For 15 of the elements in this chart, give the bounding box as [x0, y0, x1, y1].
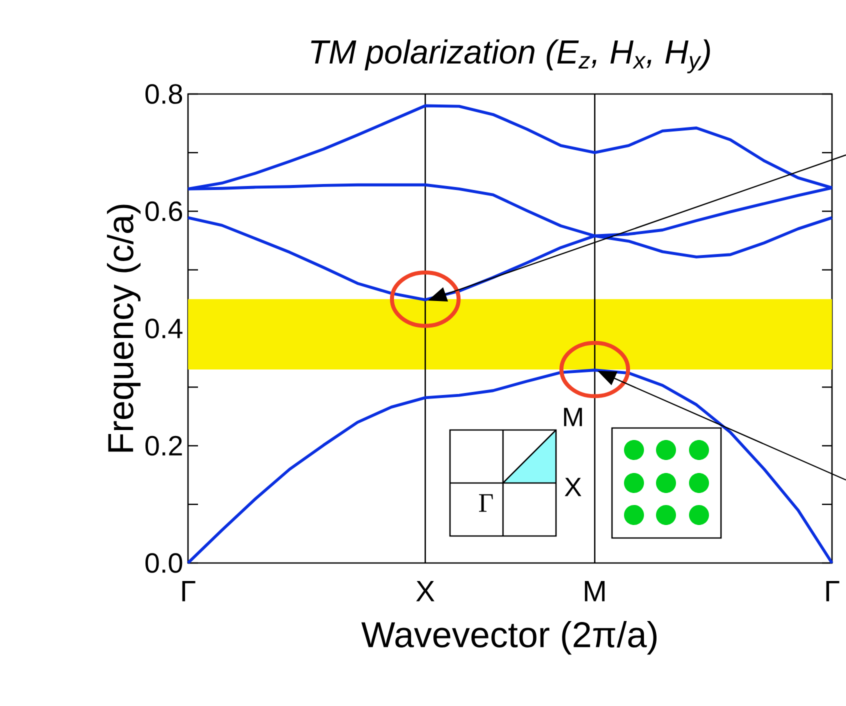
y-tick-label: 0.2	[145, 436, 182, 456]
x-axis-title: Wavevector (2π/a)	[361, 621, 657, 655]
y-axis-title: Frequency (c/a)	[106, 204, 141, 452]
x-tick-label: X	[416, 581, 434, 602]
y-tick-label: 0.4	[145, 318, 182, 338]
chart-title: TM polarization (E$_{z}$, H$_{x}$, H$_{y}$)	[311, 39, 710, 74]
annotation: X	[564, 478, 582, 496]
x-tick-label: Γ	[182, 581, 196, 602]
x-tick-label: Γ	[826, 581, 840, 602]
x-tick-label: M	[584, 581, 605, 602]
annotation: M	[564, 408, 582, 426]
y-tick-label: 0.8	[145, 84, 182, 104]
y-tick-label: 0.0	[145, 553, 182, 573]
y-tick-label: 0.6	[145, 201, 182, 222]
annotation: Γ	[479, 494, 493, 512]
